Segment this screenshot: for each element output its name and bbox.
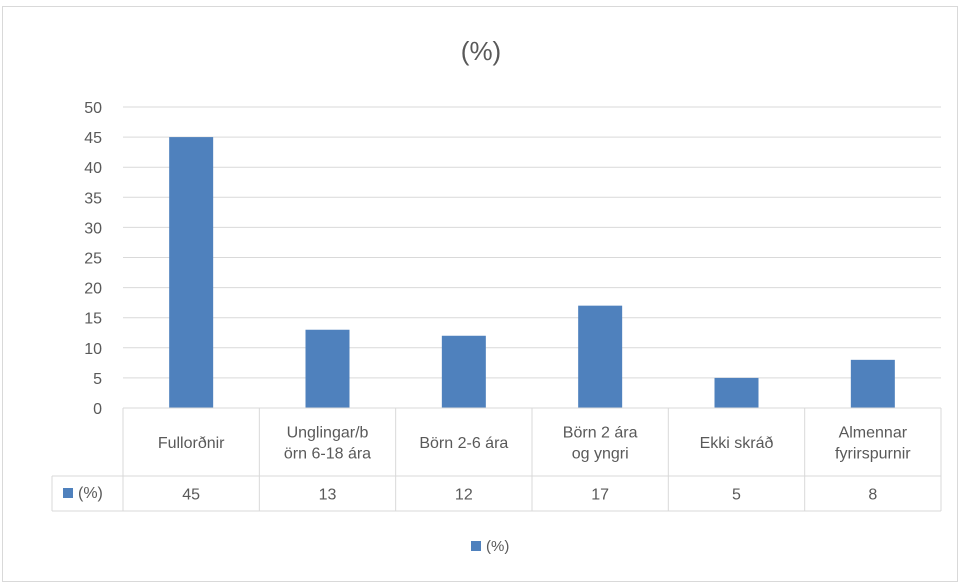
y-tick-label: 15 bbox=[84, 311, 102, 328]
category-label: og yngri bbox=[572, 446, 629, 463]
bar bbox=[578, 305, 623, 408]
bar bbox=[305, 329, 350, 408]
category-label: Börn 2 ára bbox=[563, 425, 638, 442]
y-tick-label: 50 bbox=[84, 100, 102, 117]
y-tick-label: 40 bbox=[84, 160, 102, 177]
series-legend-key bbox=[63, 488, 73, 498]
data-table-value: 5 bbox=[732, 487, 741, 504]
category-label: örn 6-18 ára bbox=[284, 446, 371, 463]
bar bbox=[441, 335, 486, 408]
y-tick-label: 5 bbox=[93, 371, 102, 388]
bars bbox=[169, 137, 895, 408]
bar bbox=[169, 137, 214, 408]
category-label: Almennar bbox=[839, 425, 908, 442]
bar bbox=[850, 359, 895, 408]
category-label: fyrirspurnir bbox=[835, 446, 911, 463]
y-tick-label: 30 bbox=[84, 220, 102, 237]
category-label: Fullorðnir bbox=[158, 435, 225, 452]
data-table-value: 17 bbox=[591, 487, 609, 504]
series-name: (%) bbox=[78, 485, 103, 502]
y-tick-label: 45 bbox=[84, 130, 102, 147]
category-label: Ekki skráð bbox=[700, 435, 774, 452]
y-tick-label: 20 bbox=[84, 281, 102, 298]
chart-title: (%) bbox=[460, 36, 502, 66]
y-tick-label: 35 bbox=[84, 190, 102, 207]
data-table: Fullorðnir Unglingar/b örn 6-18 ára Börn 2-… bbox=[51, 407, 942, 512]
bar bbox=[714, 377, 759, 408]
y-tick-label: 25 bbox=[84, 251, 102, 268]
category-label: Börn 2-6 ára bbox=[419, 435, 508, 452]
legend-label: (%) bbox=[486, 538, 509, 555]
data-table-value: 45 bbox=[182, 487, 200, 504]
legend: (%) bbox=[471, 538, 509, 555]
chart-frame bbox=[2, 6, 958, 582]
data-table-value: 8 bbox=[868, 487, 877, 504]
y-tick-label: 10 bbox=[84, 341, 102, 358]
legend-swatch bbox=[471, 541, 481, 551]
y-axis-ticks: 0 5 10 15 20 25 30 35 40 45 50 bbox=[84, 100, 102, 418]
data-table-value: 12 bbox=[455, 487, 473, 504]
gridlines bbox=[123, 106, 941, 379]
data-table-value: 13 bbox=[319, 487, 337, 504]
category-label: Unglingar/b bbox=[287, 425, 369, 442]
y-tick-label: 0 bbox=[93, 401, 102, 418]
